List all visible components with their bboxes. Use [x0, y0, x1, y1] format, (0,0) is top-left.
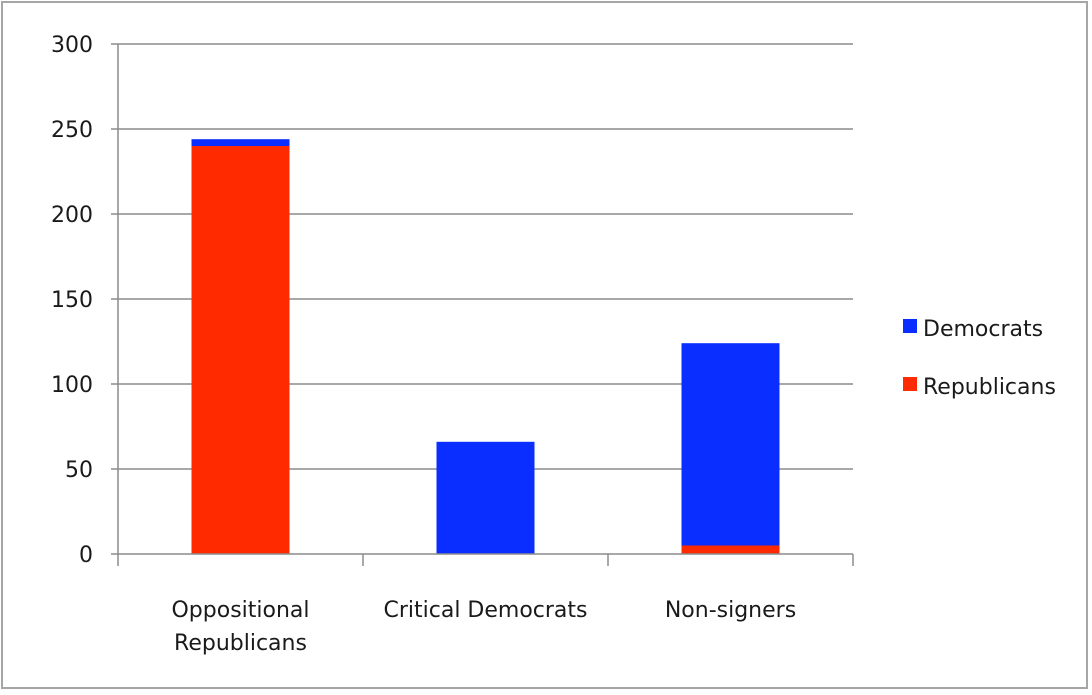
stacked-bar-chart: 0 50 100 150 200 250 300 Oppositional Republica…: [51, 33, 1056, 656]
y-tick-label: 100: [51, 373, 93, 398]
x-axis-category-labels: Oppositional Republicans Critical Democrat…: [171, 598, 796, 656]
bar-republicans-0: [191, 146, 290, 554]
y-tick-label: 200: [51, 203, 93, 228]
legend: Democrats Republicans: [903, 317, 1056, 400]
legend-swatch-democrats: [903, 319, 917, 333]
x-category-label: Non-signers: [665, 598, 796, 623]
bar-democrats-2: [681, 343, 780, 546]
bar-democrats-1: [436, 441, 535, 554]
bars: [191, 139, 780, 554]
y-tick-label: 0: [79, 543, 93, 568]
y-tick-label: 250: [51, 118, 93, 143]
x-category-label: Oppositional: [171, 598, 309, 623]
y-tick-label: 50: [65, 458, 93, 483]
y-tick-label: 150: [51, 288, 93, 313]
x-category-label: Republicans: [174, 631, 307, 656]
legend-label-democrats: Democrats: [923, 317, 1043, 342]
legend-label-republicans: Republicans: [923, 375, 1056, 400]
bar-democrats-0: [191, 139, 290, 146]
y-axis-tick-labels: 0 50 100 150 200 250 300: [51, 33, 93, 568]
x-category-label: Critical Democrats: [383, 598, 587, 623]
legend-swatch-republicans: [903, 377, 917, 391]
bar-republicans-2: [681, 545, 780, 554]
y-tick-label: 300: [51, 33, 93, 58]
axes: [111, 44, 854, 566]
